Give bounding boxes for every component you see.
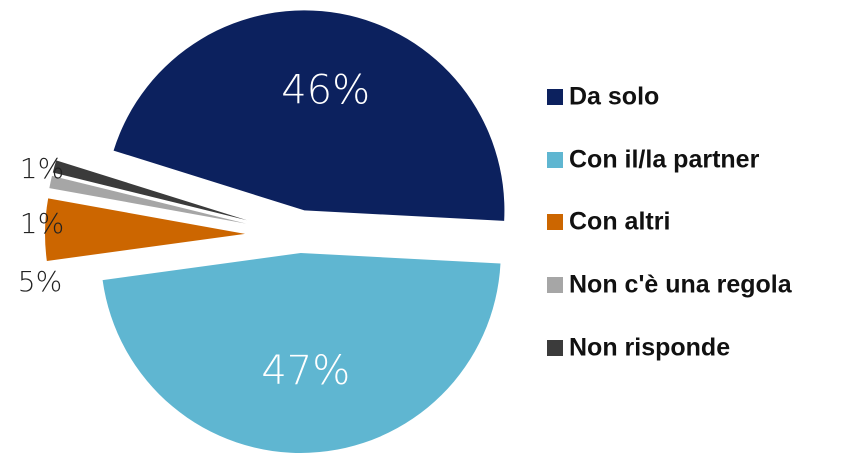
pie-slice <box>102 252 501 453</box>
pie-slice <box>45 198 246 261</box>
legend-swatch <box>547 89 563 105</box>
legend-swatch <box>547 277 563 293</box>
slice-label: 47% <box>261 348 350 394</box>
slice-label: 1% <box>20 207 64 240</box>
legend-swatch <box>547 214 563 230</box>
slice-label: 5% <box>18 265 62 298</box>
legend-label: Da solo <box>569 83 659 111</box>
legend-label: Con altri <box>569 208 670 236</box>
legend-label: Non c'è una regola <box>569 271 793 299</box>
legend-label: Con il/la partner <box>569 146 760 174</box>
pie-slice <box>113 10 505 221</box>
pie-slice <box>49 175 247 224</box>
pie-slice <box>52 160 248 221</box>
slice-label: 1% <box>20 152 64 185</box>
legend-swatch <box>547 340 563 356</box>
legend-label: Non risponde <box>569 334 730 362</box>
slice-label: 46% <box>281 67 370 113</box>
legend-swatch <box>547 152 563 168</box>
